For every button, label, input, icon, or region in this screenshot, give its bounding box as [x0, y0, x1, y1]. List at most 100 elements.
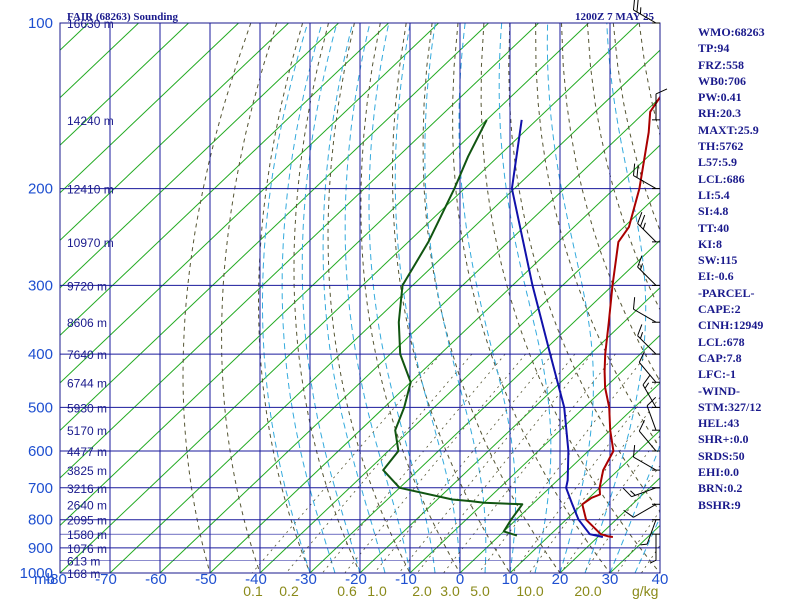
- height-label: 6744 m: [67, 376, 107, 390]
- sounding-profiles: [382, 95, 660, 538]
- moist-adiabat: [424, 23, 487, 573]
- wind-barb: [646, 396, 657, 431]
- sounding-index: MAXT:25.9: [698, 122, 759, 137]
- isotherm-line: [60, 23, 539, 479]
- wind-barb-flag: [632, 0, 636, 11]
- wind-barb-flag: [637, 324, 643, 336]
- mixing-ratio-label: 0.6: [337, 583, 357, 599]
- wind-barb-flag: [642, 222, 646, 230]
- wind-barb-flag: [639, 332, 644, 339]
- sounding-index: SI:4.8: [698, 204, 729, 219]
- isotherm-line: [159, 97, 660, 573]
- wind-barb-flag: [632, 445, 636, 458]
- sounding-index: LCL:678: [698, 334, 745, 349]
- wind-barb-staff: [633, 175, 657, 190]
- mixing-ratio-label: 5.0: [470, 583, 490, 599]
- height-label: 168 m: [67, 567, 100, 581]
- mixing-ratio-label: 10.0: [516, 583, 543, 599]
- time-title: 1200Z 7 MAY 25: [575, 11, 654, 23]
- wind-barb: [632, 163, 657, 190]
- sounding-index: KI:8: [698, 236, 722, 251]
- sounding-index: SHR+:0.0: [698, 432, 749, 447]
- wind-barb: [632, 445, 657, 471]
- isotherm-line: [60, 23, 339, 289]
- pressure-label: 200: [28, 181, 53, 198]
- temperature-label: -40: [245, 571, 267, 588]
- wind-barb-staff: [637, 335, 657, 355]
- isotherm-line: [60, 23, 489, 432]
- sounding-index: HEL:43: [698, 416, 740, 431]
- temperature-label: -30: [295, 571, 317, 588]
- parcel-profile: [510, 119, 604, 538]
- pressure-label: 800: [28, 512, 53, 529]
- isotherm-line: [559, 477, 660, 573]
- wind-barb-flag: [638, 419, 645, 432]
- wind-barb-staff: [642, 384, 657, 408]
- wind-barb-flag: [630, 490, 636, 496]
- wind-barb-staff: [633, 308, 657, 323]
- wind-barb: [642, 374, 657, 408]
- wind-barb-flag: [622, 487, 632, 498]
- pressure-unit-label: mb: [34, 571, 55, 588]
- wind-barb: [623, 503, 657, 518]
- sounding-index: SW:115: [698, 253, 738, 268]
- isotherm-line: [509, 429, 660, 573]
- isotherm-line: [409, 334, 660, 573]
- temperature-label: 20: [552, 571, 569, 588]
- pressure-label: 400: [28, 346, 53, 363]
- wind-barbs: [622, 0, 668, 564]
- sounding-index: BRN:0.2: [698, 481, 743, 496]
- mixing-ratio-label: 1.0: [367, 583, 387, 599]
- sounding-index: -WIND-: [698, 383, 740, 398]
- wind-barb-flag: [642, 374, 651, 386]
- height-label: 14240 m: [67, 114, 114, 128]
- mixing-ratio-unit: g/kg: [632, 583, 658, 599]
- isotherm-line: [459, 382, 660, 573]
- wind-barb-flag: [646, 396, 657, 407]
- dry-adiabat: [221, 23, 278, 573]
- pressure-grid: [60, 23, 660, 573]
- sounding-index: PW:0.41: [698, 90, 742, 105]
- wind-barb: [637, 324, 657, 355]
- wind-barb: [637, 212, 657, 243]
- wind-barb-flag: [639, 263, 644, 271]
- height-label: 2640 m: [67, 498, 107, 512]
- wind-barb-staff: [646, 405, 657, 431]
- pressure-label: 100: [28, 15, 53, 32]
- wind-barb-flag: [636, 165, 639, 178]
- mixing-ratio-label: 20.0: [574, 583, 601, 599]
- sounding-index: TP:94: [698, 41, 730, 56]
- isotherm-line: [60, 23, 639, 573]
- sounding-index: TT:40: [698, 220, 730, 235]
- temperature-label: 10: [502, 571, 519, 588]
- wind-barb-staff: [633, 456, 657, 471]
- isotherm-line: [60, 23, 239, 194]
- wind-barb-staff: [638, 430, 657, 452]
- sounding-index: STM:327/12: [698, 399, 762, 414]
- wind-barb: [649, 534, 657, 564]
- temperature-label: 0: [456, 571, 464, 588]
- isotherm-line: [259, 192, 660, 573]
- wind-barb-staff: [637, 223, 657, 243]
- temperature-label: -60: [145, 571, 167, 588]
- height-label: 4477 m: [67, 445, 107, 459]
- height-label: 16630 m: [67, 17, 114, 31]
- isotherm-line: [60, 23, 289, 241]
- sounding-index: -PARCEL-: [698, 285, 755, 300]
- height-label: 9720 m: [67, 279, 107, 293]
- isotherm-line: [209, 144, 660, 573]
- sounding-index: EHI:0.0: [698, 465, 740, 480]
- wind-barb-flag: [639, 214, 646, 227]
- sounding-index: LFC:-1: [698, 367, 736, 382]
- isotherm-line: [309, 239, 660, 573]
- sounding-index: CAP:7.8: [698, 350, 742, 365]
- height-label: 2095 m: [67, 514, 107, 528]
- mixing-ratio-label: 3.0: [440, 583, 460, 599]
- wind-barb-flag: [638, 351, 645, 363]
- sounding-index: CAPE:2: [698, 302, 741, 317]
- height-label: 5930 m: [67, 401, 107, 415]
- height-label: 8606 m: [67, 316, 107, 330]
- temperature-label: -80: [45, 571, 67, 588]
- dewpoint-profile: [382, 119, 524, 537]
